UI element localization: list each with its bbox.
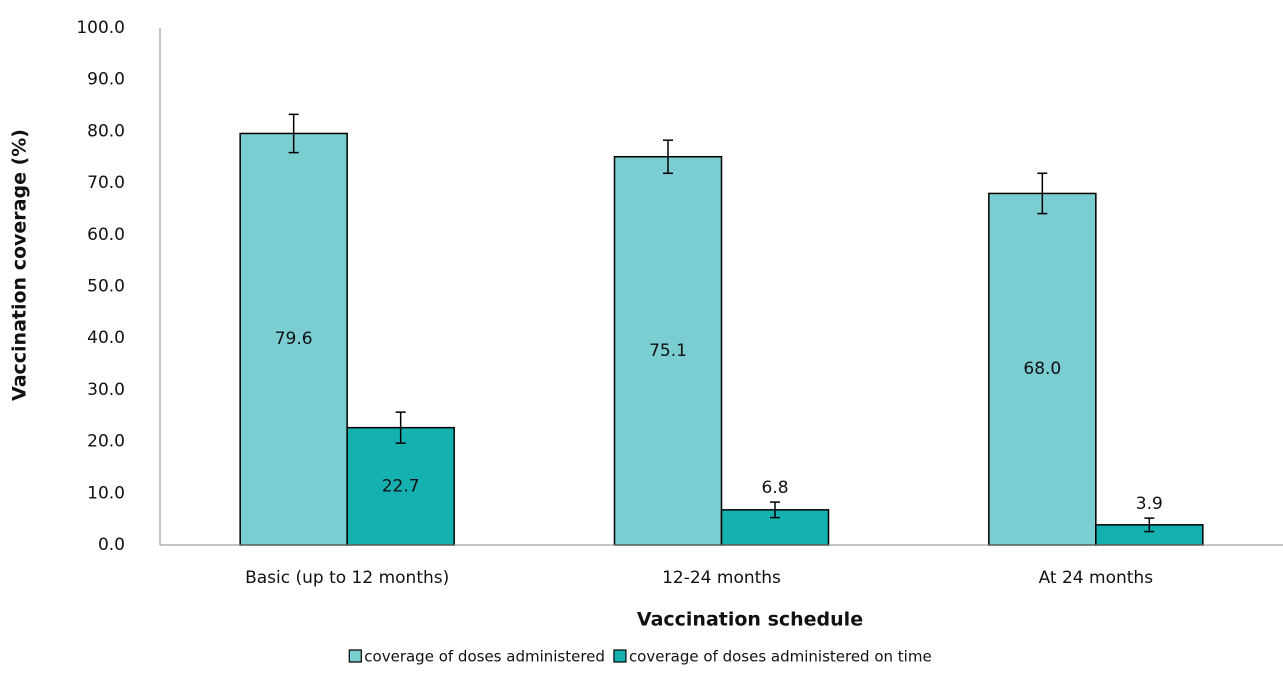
data-label: 22.7 <box>382 476 420 496</box>
bar <box>988 192 1097 546</box>
error-bar <box>1037 172 1048 215</box>
y-tick-label: 30.0 <box>87 380 125 400</box>
error-bar <box>663 139 673 175</box>
y-tick-label: 70.0 <box>87 173 125 193</box>
legend-text: coverage of doses administered on time <box>629 648 932 666</box>
y-tick-label: 80.0 <box>87 121 125 141</box>
y-tick-label: 100.0 <box>76 18 125 38</box>
y-tick-label: 50.0 <box>87 277 125 297</box>
y-tick-label: 40.0 <box>87 328 125 348</box>
error-bar <box>770 501 780 519</box>
data-label: 79.6 <box>275 329 313 349</box>
data-label: 68.0 <box>1023 359 1061 379</box>
y-tick-label: 90.0 <box>87 70 125 90</box>
x-tick-label: 12-24 months <box>662 568 781 588</box>
x-axis-title: Vaccination schedule <box>637 609 863 631</box>
x-tick-label: At 24 months <box>1039 568 1154 588</box>
y-tick-label: 0.0 <box>98 535 125 555</box>
legend-text: coverage of doses administered <box>364 648 605 666</box>
bar <box>613 155 723 546</box>
x-tick-label: Basic (up to 12 months) <box>245 568 449 588</box>
legend-swatch <box>613 649 627 663</box>
y-tick-label: 10.0 <box>87 483 125 503</box>
data-label: 75.1 <box>649 341 687 361</box>
y-tick-label: 20.0 <box>87 432 125 452</box>
error-bar <box>395 411 406 444</box>
legend-swatch <box>348 649 362 663</box>
error-bar <box>1144 517 1155 533</box>
error-bar <box>288 113 299 154</box>
data-label: 3.9 <box>1136 494 1163 514</box>
y-axis-title: Vaccination coverage (%) <box>9 129 31 401</box>
data-label: 6.8 <box>761 478 788 498</box>
y-tick-label: 60.0 <box>87 225 125 245</box>
